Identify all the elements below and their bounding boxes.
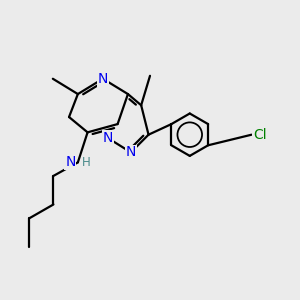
Text: N: N xyxy=(103,131,113,145)
Text: N: N xyxy=(65,155,76,170)
Text: N: N xyxy=(98,72,108,86)
Text: H: H xyxy=(82,156,91,169)
Text: N: N xyxy=(126,146,136,159)
Text: Cl: Cl xyxy=(253,128,267,142)
